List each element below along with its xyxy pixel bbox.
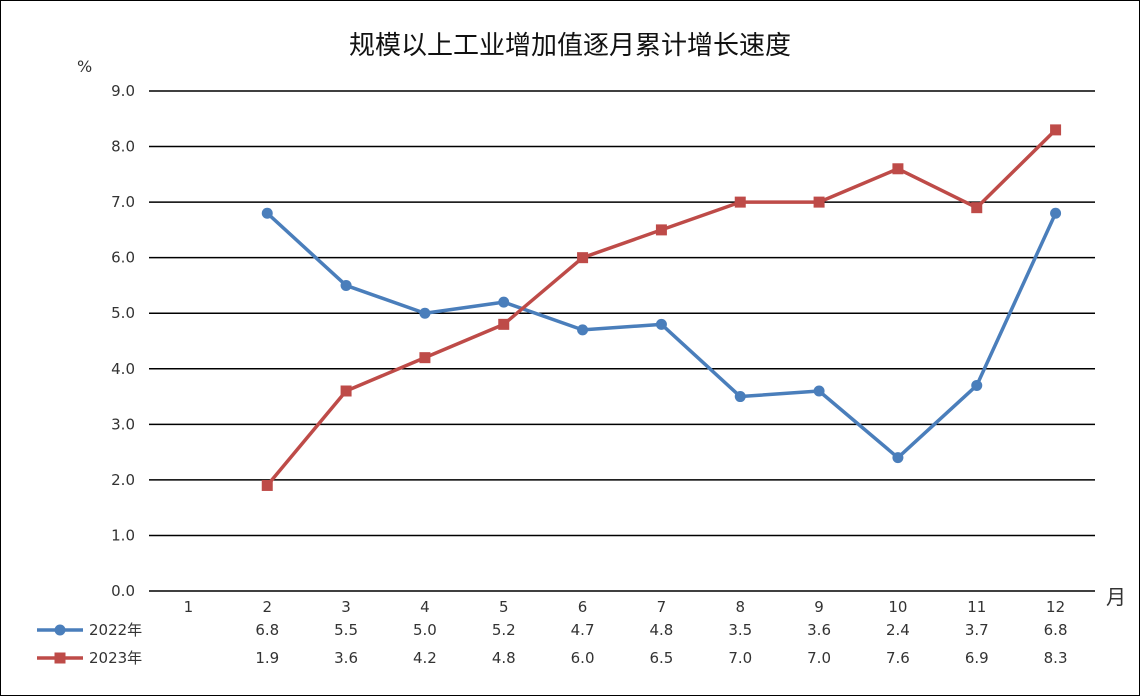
data-table-value: 1.9 <box>255 649 279 667</box>
x-tick-label: 3 <box>341 598 351 616</box>
data-point <box>340 279 352 291</box>
data-table-value: 8.3 <box>1044 649 1068 667</box>
data-point <box>498 318 510 330</box>
data-point <box>971 202 983 214</box>
legend-label: 2022年 <box>89 621 142 639</box>
x-tick-label: 10 <box>888 598 907 616</box>
data-table-value: 3.6 <box>334 649 358 667</box>
data-table-value: 5.0 <box>413 621 437 639</box>
chart-title: 规模以上工业增加值逐月累计增长速度 <box>348 31 791 61</box>
data-point <box>577 324 589 336</box>
data-table-value: 4.7 <box>571 621 595 639</box>
data-point <box>813 385 825 397</box>
data-point <box>577 252 589 264</box>
data-point <box>498 296 510 308</box>
y-tick-label: 9.0 <box>111 82 135 100</box>
x-tick-label: 8 <box>735 598 745 616</box>
y-tick-label: 2.0 <box>111 471 135 489</box>
data-table-value: 7.0 <box>728 649 752 667</box>
data-point <box>340 385 352 397</box>
series-line-2022年 <box>266 211 1058 460</box>
y-tick-label: 8.0 <box>111 138 135 156</box>
y-tick-label: 5.0 <box>111 304 135 322</box>
data-table-value: 3.6 <box>807 621 831 639</box>
y-tick-label: 1.0 <box>111 526 135 544</box>
data-table-value: 6.0 <box>571 649 595 667</box>
x-tick-label: 11 <box>967 598 986 616</box>
y-tick-label: 4.0 <box>111 360 135 378</box>
data-point <box>261 207 273 219</box>
x-tick-label: 2 <box>262 598 272 616</box>
legend-marker <box>54 624 66 636</box>
data-table-value: 6.9 <box>965 649 989 667</box>
data-point <box>655 318 667 330</box>
legend-label: 2023年 <box>89 649 142 667</box>
legend-marker <box>54 652 66 664</box>
x-tick-label: 7 <box>657 598 667 616</box>
y-tick-label: 7.0 <box>111 193 135 211</box>
data-table-value: 4.2 <box>413 649 437 667</box>
x-axis-unit: 月 <box>1106 585 1126 609</box>
data-table-value: 4.8 <box>492 649 516 667</box>
data-table-value: 5.2 <box>492 621 516 639</box>
data-point <box>892 163 904 175</box>
y-tick-label: 6.0 <box>111 249 135 267</box>
data-point <box>734 196 746 208</box>
data-table-value: 3.5 <box>728 621 752 639</box>
y-tick-label: 0.0 <box>111 582 135 600</box>
data-point <box>734 391 746 403</box>
data-point <box>971 379 983 391</box>
data-point <box>813 196 825 208</box>
x-tick-label: 5 <box>499 598 509 616</box>
series-line-2023年 <box>265 128 1057 487</box>
data-point <box>892 452 904 464</box>
x-tick-label: 6 <box>578 598 588 616</box>
data-table-value: 3.7 <box>965 621 989 639</box>
x-tick-label: 4 <box>420 598 430 616</box>
data-point <box>261 479 273 491</box>
y-tick-label: 3.0 <box>111 415 135 433</box>
data-point <box>1050 124 1062 136</box>
data-point <box>419 307 431 319</box>
x-tick-label: 1 <box>184 598 194 616</box>
data-table-value: 6.8 <box>1044 621 1068 639</box>
x-tick-label: 9 <box>814 598 824 616</box>
data-table-value: 5.5 <box>334 621 358 639</box>
data-point <box>1050 207 1062 219</box>
y-axis-unit: % <box>77 57 93 76</box>
data-table-value: 6.8 <box>255 621 279 639</box>
x-tick-label: 12 <box>1046 598 1065 616</box>
data-table-value: 6.5 <box>649 649 673 667</box>
data-point <box>419 352 431 364</box>
data-point <box>655 224 667 236</box>
data-table-value: 2.4 <box>886 621 910 639</box>
data-table-value: 7.0 <box>807 649 831 667</box>
data-table-value: 4.8 <box>649 621 673 639</box>
data-table-value: 7.6 <box>886 649 910 667</box>
